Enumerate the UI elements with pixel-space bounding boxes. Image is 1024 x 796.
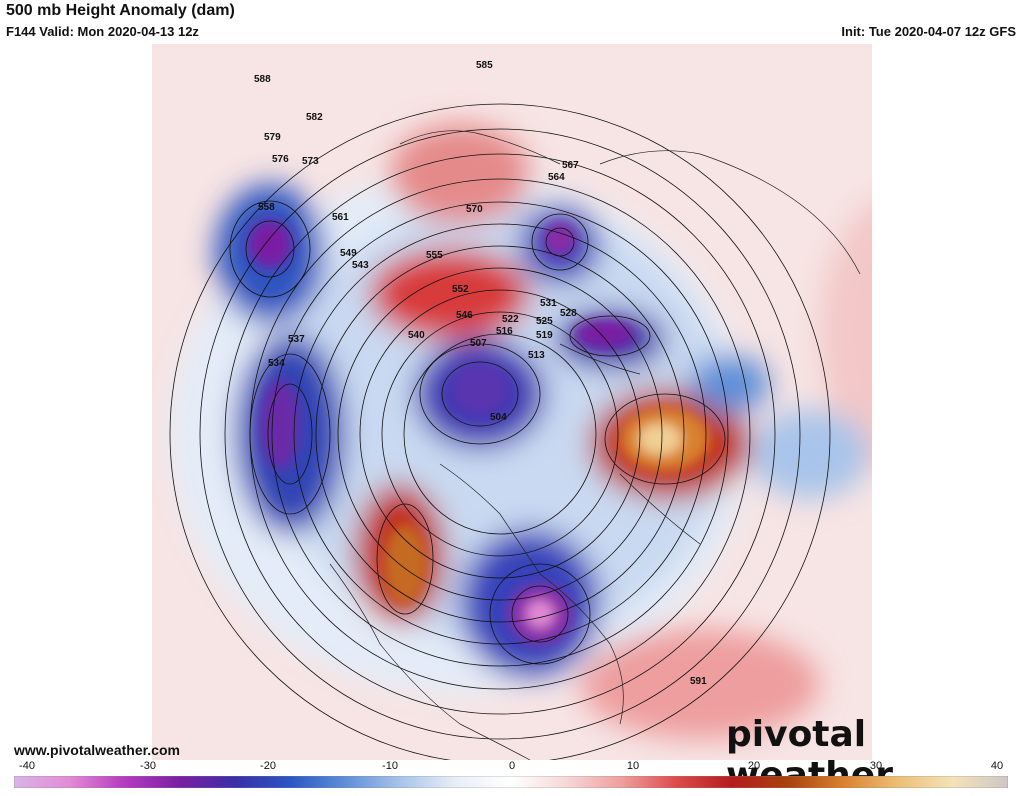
contour-label: 561 bbox=[332, 212, 349, 223]
contour-label: 585 bbox=[476, 60, 493, 71]
colorbar-tick: -20 bbox=[260, 760, 276, 772]
height-contours bbox=[169, 103, 831, 760]
contour-label: 588 bbox=[254, 74, 271, 85]
contour-label: 573 bbox=[302, 156, 319, 167]
colorbar-tick: 0 bbox=[508, 760, 516, 772]
contour-label: 591 bbox=[690, 676, 707, 687]
coastlines bbox=[329, 130, 861, 760]
contour-label: 525 bbox=[536, 316, 553, 327]
contour-label: 576 bbox=[272, 154, 289, 165]
contour-label: 537 bbox=[288, 334, 305, 345]
contour-label: 582 bbox=[306, 112, 323, 123]
contour-label: 546 bbox=[456, 310, 473, 321]
colorbar-ticks: -40 -30 -20 -10 0 10 20 30 40 bbox=[0, 760, 1024, 774]
contour-label: 534 bbox=[268, 358, 285, 369]
height-anomaly-map: 588 585 582 579 576 573 570 567 564 561 … bbox=[152, 44, 872, 760]
contour-label: 507 bbox=[470, 338, 487, 349]
contour-label: 555 bbox=[426, 250, 443, 261]
init-time: Init: Tue 2020-04-07 12z GFS bbox=[841, 24, 1016, 39]
contour-label: 564 bbox=[548, 172, 565, 183]
contour-label: 567 bbox=[562, 160, 579, 171]
contour-label: 516 bbox=[496, 326, 513, 337]
contour-label: 531 bbox=[540, 298, 557, 309]
colorbar-tick: 20 bbox=[747, 760, 761, 772]
contour-label: 522 bbox=[502, 314, 519, 325]
colorbar-tick: -40 bbox=[19, 760, 35, 772]
colorbar-tick: -10 bbox=[382, 760, 398, 772]
colorbar bbox=[14, 776, 1008, 788]
website-url[interactable]: www.pivotalweather.com bbox=[14, 742, 180, 758]
header: 500 mb Height Anomaly (dam) F144 Valid: … bbox=[0, 0, 1024, 44]
colorbar-tick: 10 bbox=[626, 760, 640, 772]
anomaly-shading bbox=[170, 124, 872, 739]
map-panel[interactable]: 588 585 582 579 576 573 570 567 564 561 … bbox=[0, 44, 1024, 760]
contour-label: 579 bbox=[264, 132, 281, 143]
map-title: 500 mb Height Anomaly (dam) bbox=[6, 2, 235, 19]
contour-label: 570 bbox=[466, 204, 483, 215]
valid-time: F144 Valid: Mon 2020-04-13 12z bbox=[6, 24, 199, 39]
contour-label: 519 bbox=[536, 330, 553, 341]
contour-label: 513 bbox=[528, 350, 545, 361]
colorbar-tick: 30 bbox=[869, 760, 883, 772]
contour-labels: 588 585 582 579 576 573 570 567 564 561 … bbox=[254, 60, 707, 687]
colorbar-tick: 40 bbox=[990, 760, 1004, 772]
contour-label: 528 bbox=[560, 308, 577, 319]
contour-label: 558 bbox=[258, 202, 275, 213]
contour-label: 504 bbox=[490, 412, 507, 423]
contour-label: 549 bbox=[340, 248, 357, 259]
colorbar-tick: -30 bbox=[140, 760, 156, 772]
contour-label: 540 bbox=[408, 330, 425, 341]
pivotal-weather-logo: pivotal weather bbox=[726, 714, 893, 796]
contour-label: 552 bbox=[452, 284, 469, 295]
contour-label: 543 bbox=[352, 260, 369, 271]
